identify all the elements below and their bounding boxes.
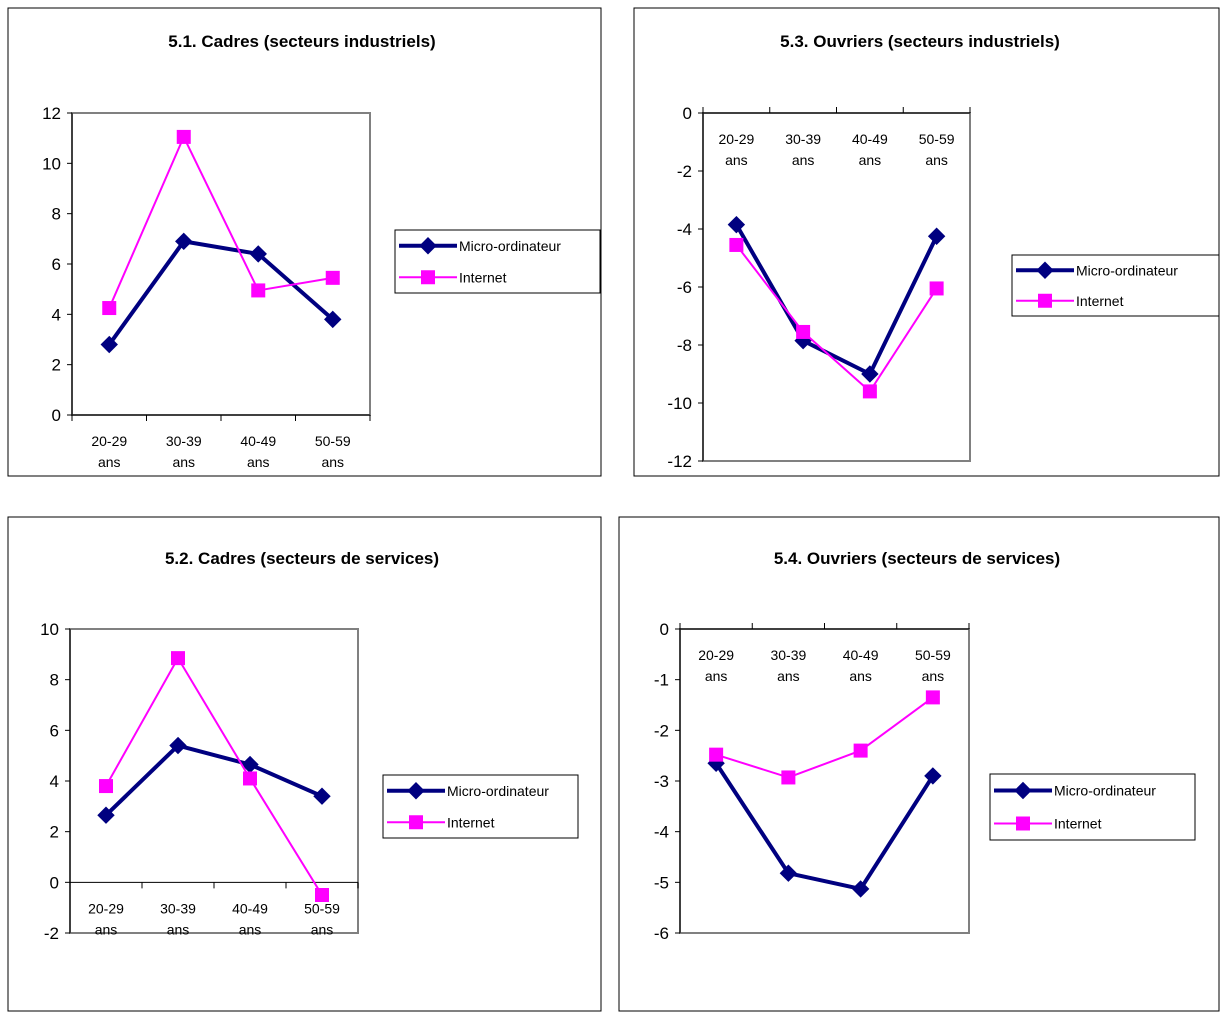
data-point [730, 238, 743, 251]
y-tick-label: 0 [52, 406, 61, 425]
chart-panel-3: 5.2. Cadres (secteurs de services) -2 0 2 4 6… [8, 517, 601, 1011]
y-tick-label: 8 [52, 205, 61, 224]
data-point [930, 282, 943, 295]
y-tick-label: 6 [50, 721, 59, 740]
legend-swatch-marker [1039, 294, 1052, 307]
y-tick-label: 0 [683, 104, 692, 123]
y-tick-label: -12 [667, 452, 692, 471]
chart-title: 5.2. Cadres (secteurs de services) [165, 549, 439, 568]
y-tick-label: 10 [40, 620, 59, 639]
data-point [797, 325, 810, 338]
chart-title: 5.1. Cadres (secteurs industriels) [168, 32, 435, 51]
legend-label: Micro-ordinateur [1076, 262, 1178, 278]
data-point [926, 691, 939, 704]
chart-panel-2: 5.3. Ouvriers (secteurs industriels) -12 -… [634, 8, 1219, 476]
y-tick-label: 12 [42, 104, 61, 123]
y-tick-label: -4 [654, 823, 669, 842]
legend-label: Micro-ordinateur [459, 238, 561, 254]
y-tick-label: 4 [50, 772, 59, 791]
y-tick-label: 6 [52, 255, 61, 274]
y-tick-label: 0 [660, 620, 669, 639]
y-tick-label: 10 [42, 154, 61, 173]
legend-swatch-marker [410, 816, 423, 829]
legend-swatch-marker [1017, 817, 1030, 830]
y-tick-label: 4 [52, 305, 61, 324]
y-tick-label: 0 [50, 873, 59, 892]
legend: Micro-ordinateur Internet [990, 774, 1195, 840]
chart-panel-1: 5.1. Cadres (secteurs industriels) 0 2 4 6 8 1… [8, 8, 601, 476]
data-point [177, 130, 190, 143]
data-point [854, 744, 867, 757]
data-point [326, 271, 339, 284]
y-tick-label: -6 [654, 924, 669, 943]
data-point [710, 748, 723, 761]
data-point [172, 652, 185, 665]
y-tick-label: -8 [677, 336, 692, 355]
chart-title: 5.4. Ouvriers (secteurs de services) [774, 549, 1060, 568]
data-point [103, 302, 116, 315]
y-tick-label: -2 [677, 162, 692, 181]
legend: Micro-ordinateur Internet [383, 775, 578, 838]
legend: Micro-ordinateur Internet [1012, 255, 1219, 316]
legend-label: Micro-ordinateur [1054, 783, 1156, 799]
y-tick-label: -6 [677, 278, 692, 297]
legend: Micro-ordinateur Internet [395, 230, 600, 293]
data-point [100, 780, 113, 793]
y-tick-label: 2 [52, 356, 61, 375]
chart-title: 5.3. Ouvriers (secteurs industriels) [780, 32, 1060, 51]
legend-label: Internet [1054, 816, 1102, 832]
data-point [252, 284, 265, 297]
legend-label: Internet [447, 814, 495, 830]
y-tick-label: 2 [50, 823, 59, 842]
y-tick-label: -5 [654, 873, 669, 892]
y-tick-label: -4 [677, 220, 692, 239]
legend-label: Internet [459, 269, 507, 285]
data-point [782, 771, 795, 784]
legend-label: Internet [1076, 293, 1124, 309]
y-tick-label: -10 [667, 394, 692, 413]
legend-label: Micro-ordinateur [447, 783, 549, 799]
data-point [316, 889, 329, 902]
y-tick-label: -1 [654, 671, 669, 690]
chart-frame [634, 8, 1219, 476]
y-tick-label: -2 [44, 924, 59, 943]
legend-swatch-marker [422, 271, 435, 284]
chart-panel-4: 5.4. Ouvriers (secteurs de services) -6 -5… [619, 517, 1219, 1011]
data-point [244, 772, 257, 785]
y-tick-label: -2 [654, 721, 669, 740]
y-tick-label: 8 [50, 671, 59, 690]
data-point [863, 385, 876, 398]
y-tick-label: -3 [654, 772, 669, 791]
